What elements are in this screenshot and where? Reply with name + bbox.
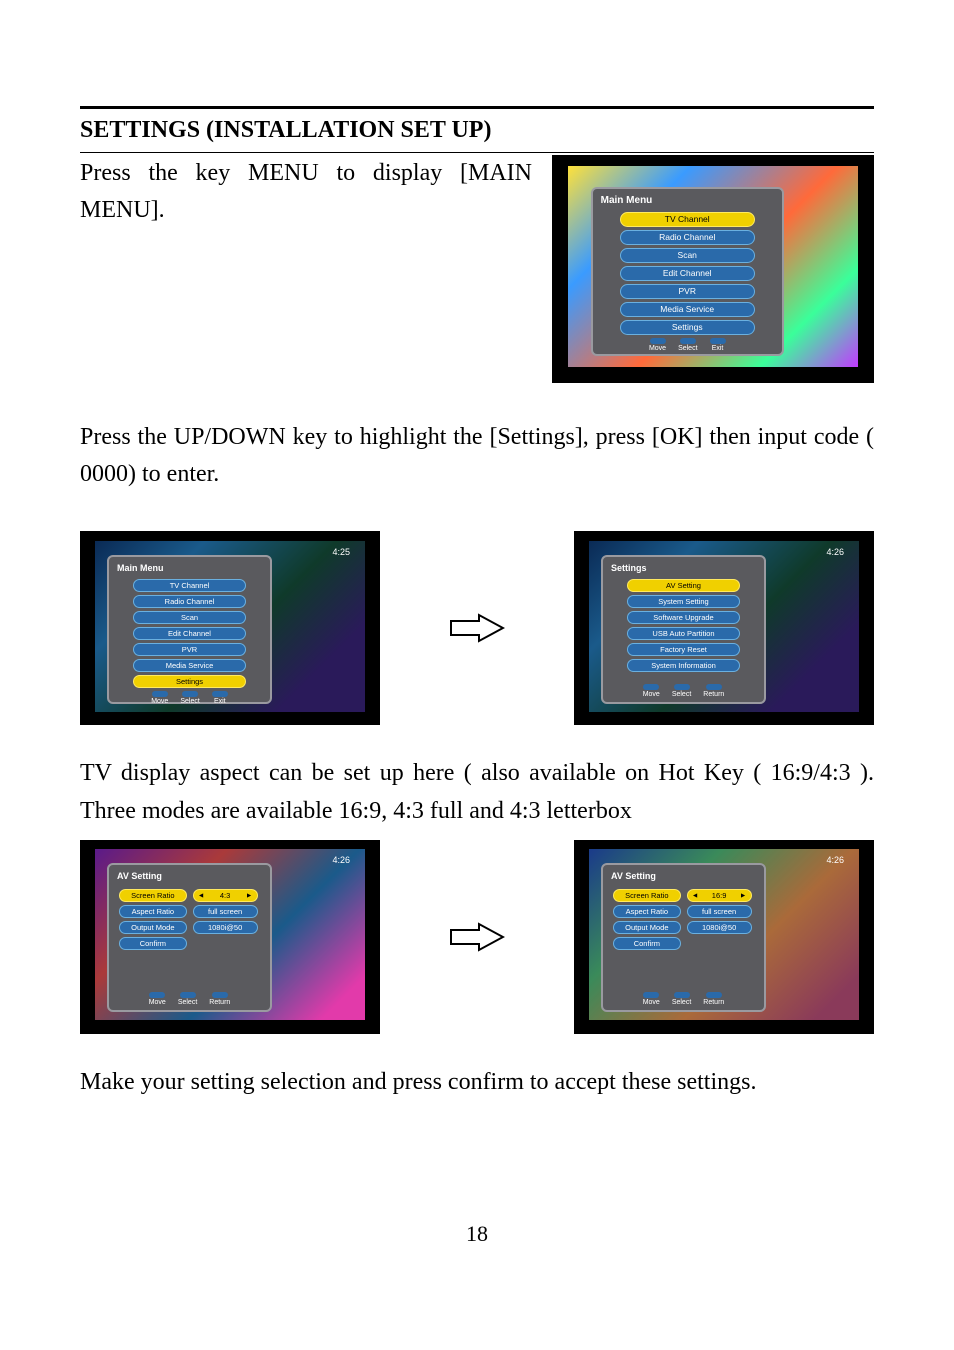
av-label: Screen Ratio: [613, 889, 681, 902]
menu-item: TV Channel: [133, 579, 246, 592]
menu-item: Scan: [133, 611, 246, 624]
av-label: Output Mode: [119, 921, 187, 934]
menu-item: Media Service: [133, 659, 246, 672]
screenshot-row-2: 4:26 AV Setting Screen Ratio ◄ 4:3 ►: [80, 840, 874, 1034]
screenshot-av-setting-4-3: 4:26 AV Setting Screen Ratio ◄ 4:3 ►: [80, 840, 380, 1034]
page-number: 18: [80, 1221, 874, 1247]
section-heading: SETTINGS (INSTALLATION SET UP): [80, 115, 874, 150]
osd-title: Main Menu: [115, 561, 264, 577]
arrow-right-icon: [427, 920, 527, 954]
chevron-left-icon: ◄: [692, 892, 699, 899]
screenshot-av-setting-16-9: 4:26 AV Setting Screen Ratio ◄ 16:9 ►: [574, 840, 874, 1034]
av-label: Aspect Ratio: [119, 905, 187, 918]
osd-title: Main Menu: [599, 193, 776, 210]
av-value: full screen: [687, 905, 752, 918]
paragraph-1: Press the key MENU to display [MAIN MENU…: [80, 155, 532, 229]
av-label: Confirm: [119, 937, 187, 950]
paragraph-2: Press the UP/DOWN key to highlight the […: [80, 419, 874, 493]
av-value: ◄ 4:3 ►: [193, 889, 258, 902]
timestamp: 4:26: [826, 547, 844, 557]
av-label: Screen Ratio: [119, 889, 187, 902]
av-label: Output Mode: [613, 921, 681, 934]
av-value: 1080i@50: [687, 921, 752, 934]
osd-title: AV Setting: [609, 869, 758, 885]
menu-item: USB Auto Partition: [627, 627, 740, 640]
screenshot-main-menu: Main Menu TV Channel Radio Channel Scan …: [552, 155, 874, 383]
page: SETTINGS (INSTALLATION SET UP) Press the…: [0, 0, 954, 1287]
av-value: ◄ 16:9 ►: [687, 889, 752, 902]
menu-item: Radio Channel: [133, 595, 246, 608]
timestamp: 4:26: [332, 855, 350, 865]
av-value: full screen: [193, 905, 258, 918]
arrow-right-icon: [427, 611, 527, 645]
menu-item: Software Upgrade: [627, 611, 740, 624]
menu-item: Media Service: [620, 302, 755, 317]
menu-item: PVR: [620, 284, 755, 299]
chevron-right-icon: ►: [246, 892, 253, 899]
menu-item: Settings: [620, 320, 755, 335]
paragraph-4: Make your setting selection and press co…: [80, 1064, 874, 1101]
screenshot-settings-menu: 4:26 Settings AV Setting System Setting …: [574, 531, 874, 725]
menu-item: AV Setting: [627, 579, 740, 592]
timestamp: 4:25: [332, 547, 350, 557]
menu-list: TV Channel Radio Channel Scan Edit Chann…: [599, 210, 776, 335]
menu-item: Edit Channel: [133, 627, 246, 640]
timestamp: 4:26: [826, 855, 844, 865]
menu-item: Scan: [620, 248, 755, 263]
chevron-right-icon: ►: [740, 892, 747, 899]
intro-row: Press the key MENU to display [MAIN MENU…: [80, 155, 874, 383]
menu-item: System Setting: [627, 595, 740, 608]
menu-item: Edit Channel: [620, 266, 755, 281]
av-label: Aspect Ratio: [613, 905, 681, 918]
menu-item: System Information: [627, 659, 740, 672]
rule-thin: [80, 152, 874, 153]
paragraph-3: TV display aspect can be set up here ( a…: [80, 755, 874, 829]
screenshot-row-1: 4:25 Main Menu TV Channel Radio Channel …: [80, 531, 874, 725]
av-label: Confirm: [613, 937, 681, 950]
osd-title: AV Setting: [115, 869, 264, 885]
menu-item: PVR: [133, 643, 246, 656]
menu-item: Settings: [133, 675, 246, 688]
chevron-left-icon: ◄: [198, 892, 205, 899]
menu-item: TV Channel: [620, 212, 755, 227]
osd-footer: Move Select Exit: [599, 335, 776, 354]
rule-heavy: [80, 106, 874, 109]
menu-item: Factory Reset: [627, 643, 740, 656]
osd-title: Settings: [609, 561, 758, 577]
menu-item: Radio Channel: [620, 230, 755, 245]
screenshot-main-menu-settings-selected: 4:25 Main Menu TV Channel Radio Channel …: [80, 531, 380, 725]
av-value: 1080i@50: [193, 921, 258, 934]
